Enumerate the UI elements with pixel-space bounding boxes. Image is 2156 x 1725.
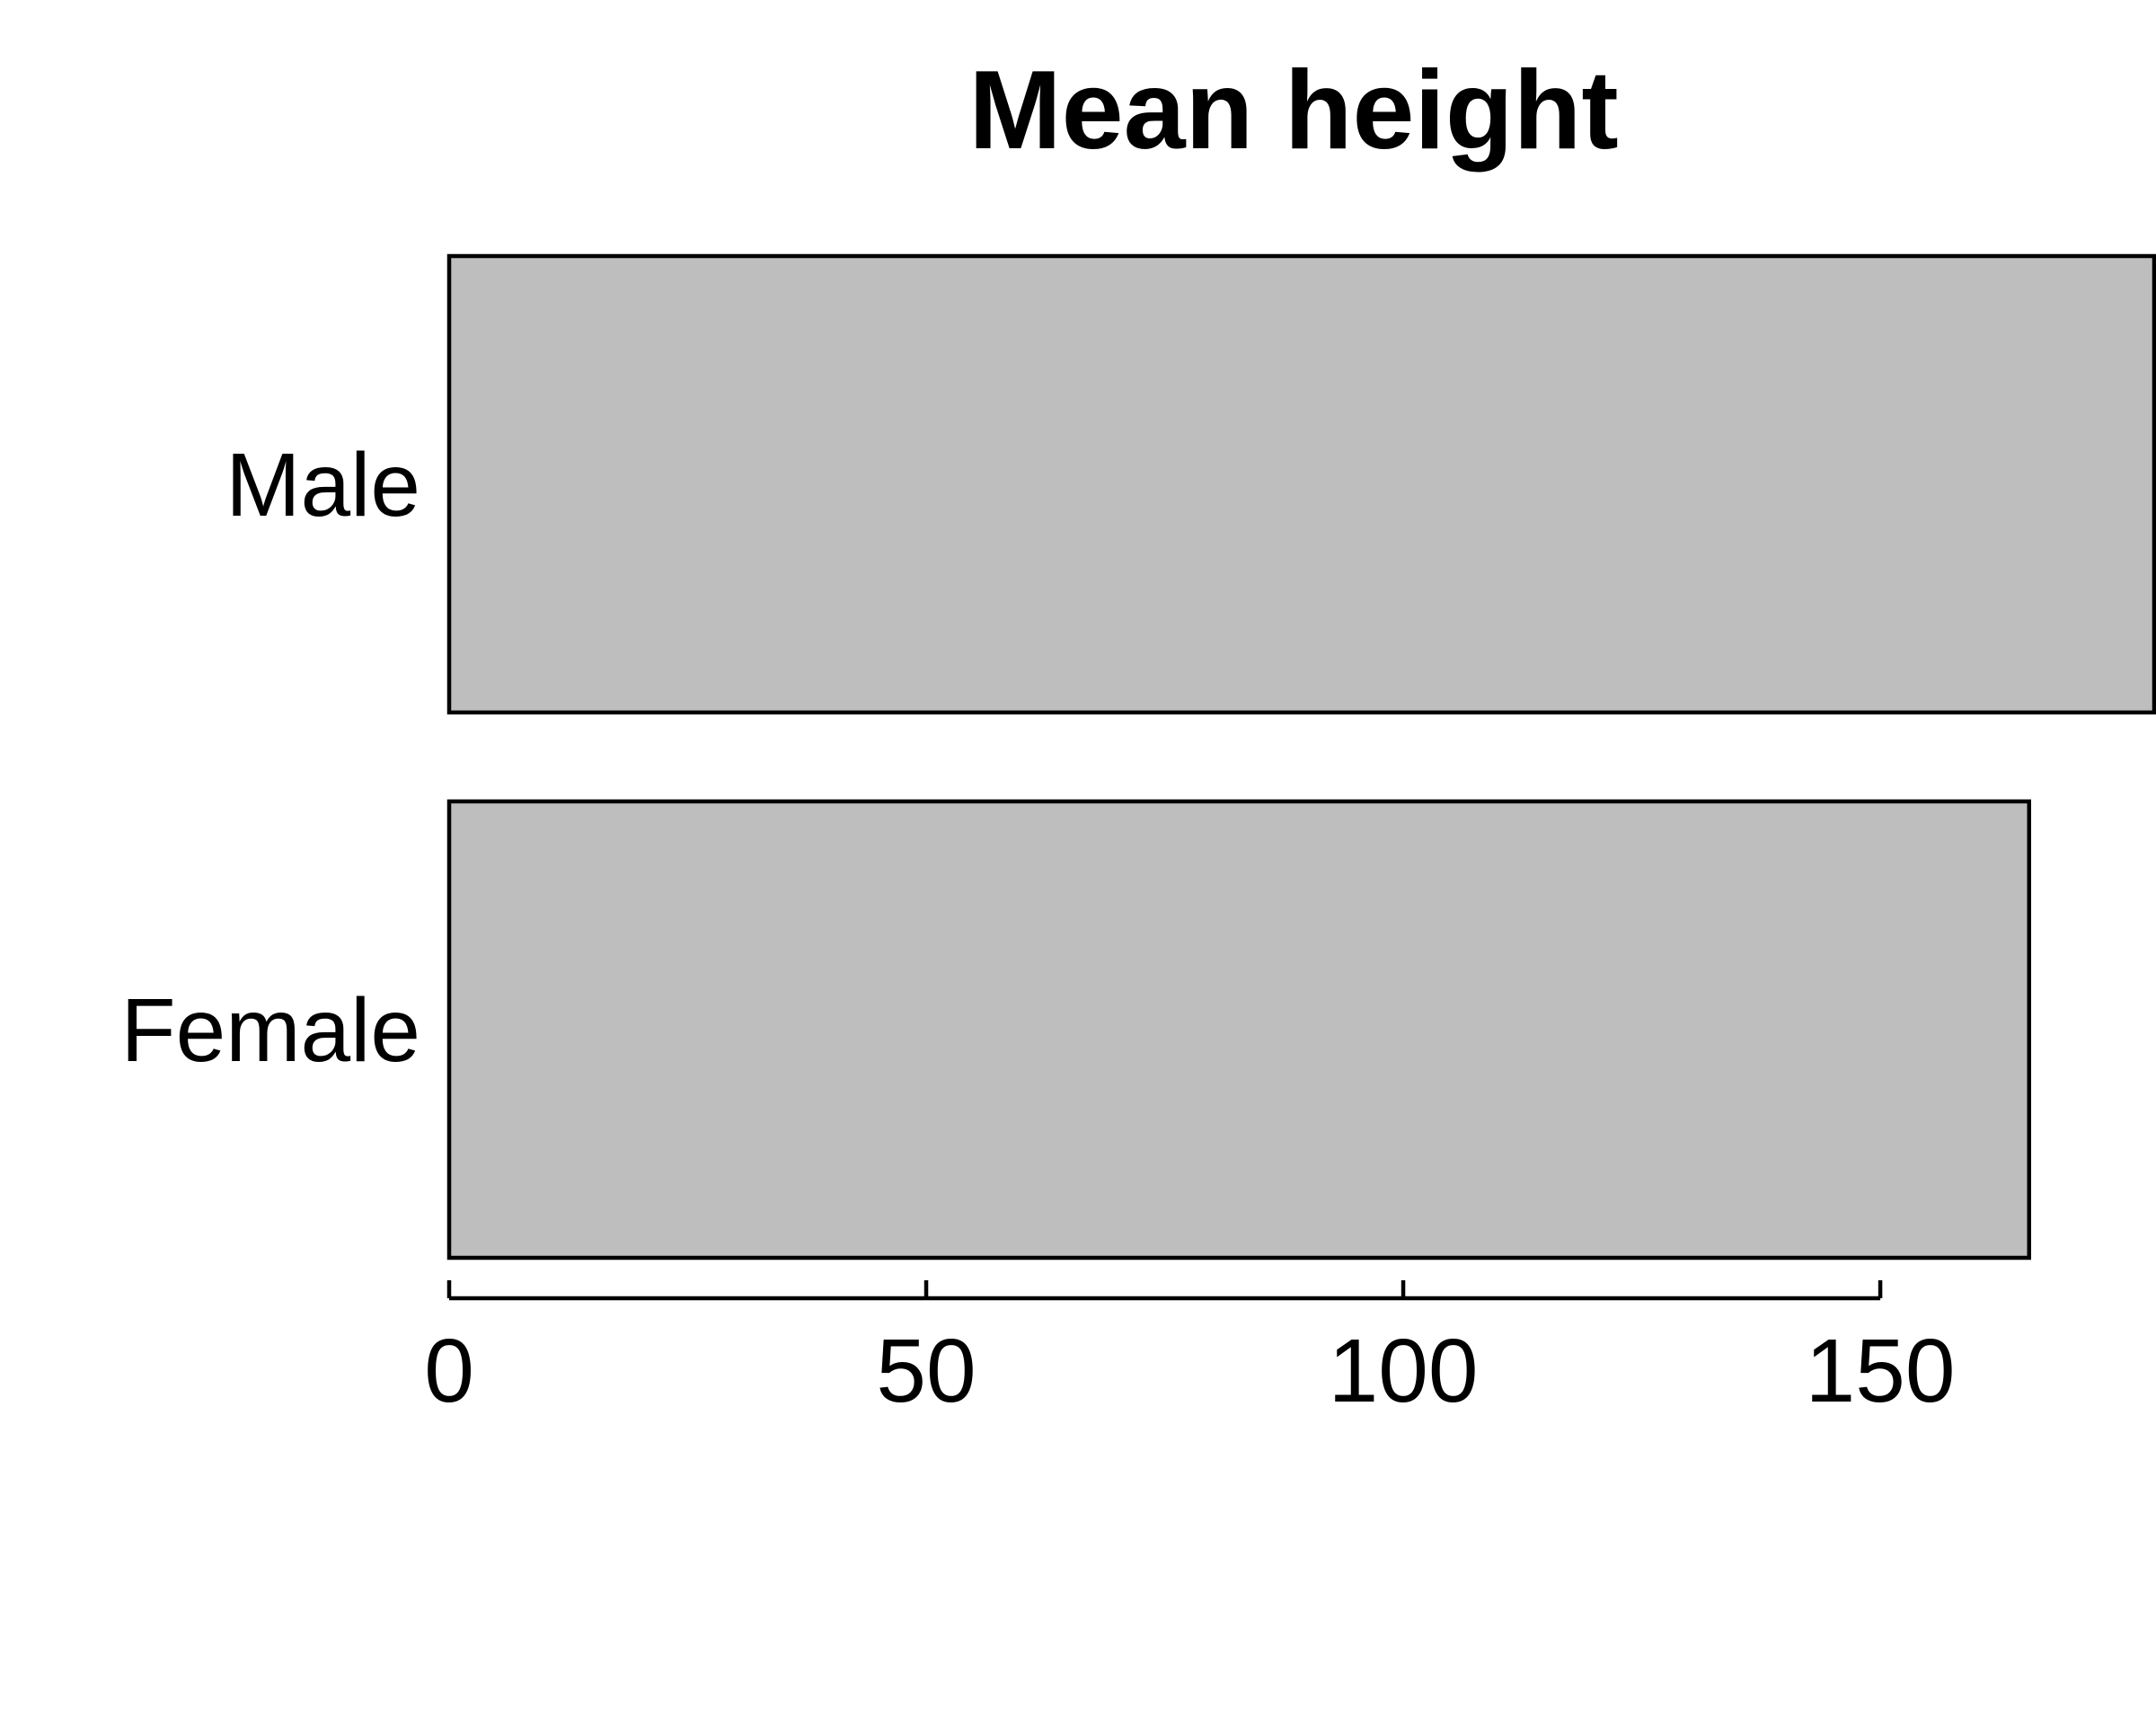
bar-male bbox=[446, 253, 2156, 715]
x-tick-label-100: 100 bbox=[1329, 1321, 1479, 1421]
x-tick-label-0: 0 bbox=[424, 1321, 474, 1421]
bars-group bbox=[446, 253, 2156, 1261]
x-axis: 0 50 100 150 bbox=[424, 1280, 1955, 1421]
category-label-male: Male bbox=[225, 435, 420, 535]
category-label-female: Female bbox=[121, 980, 420, 1081]
category-labels: Male Female bbox=[121, 435, 420, 1081]
bar-female bbox=[446, 799, 2031, 1261]
x-tick-label-50: 50 bbox=[876, 1321, 976, 1421]
x-tick-label-150: 150 bbox=[1806, 1321, 1956, 1421]
chart-title: Mean height bbox=[968, 49, 1618, 172]
